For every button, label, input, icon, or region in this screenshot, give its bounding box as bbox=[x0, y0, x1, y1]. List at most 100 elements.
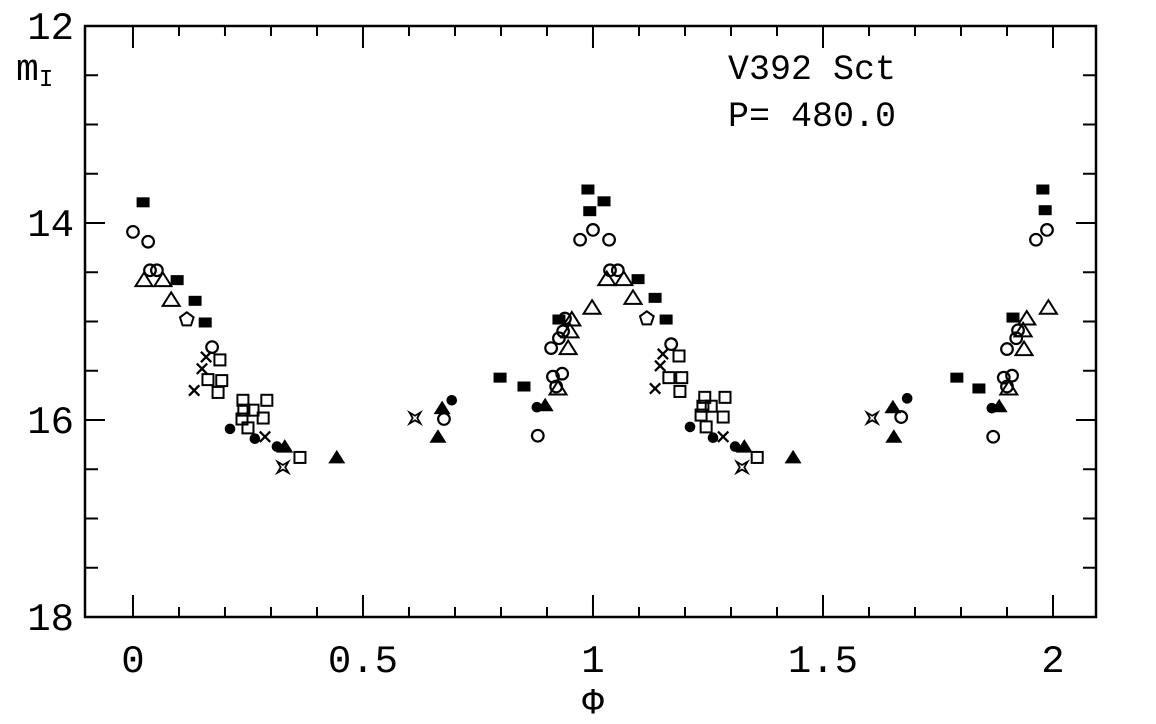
open-circle-marker bbox=[143, 263, 157, 278]
open-triangle-marker bbox=[1013, 339, 1035, 357]
open-square-marker bbox=[699, 420, 713, 434]
open-triangle-marker bbox=[160, 290, 182, 307]
open-square-marker bbox=[211, 385, 225, 399]
y-tick-label: 18 bbox=[27, 598, 74, 642]
open-triangle-marker bbox=[581, 298, 603, 315]
filled-circle-marker bbox=[446, 395, 458, 406]
cross-marker bbox=[258, 430, 272, 443]
filled-square-marker bbox=[597, 196, 611, 207]
cross-marker bbox=[717, 430, 730, 443]
open-square-marker bbox=[237, 403, 251, 417]
open-triangle-marker bbox=[557, 338, 579, 356]
four-point-star-marker bbox=[406, 410, 423, 427]
cross-marker bbox=[654, 359, 667, 372]
open-square-marker bbox=[293, 450, 307, 464]
open-square-marker bbox=[716, 410, 730, 424]
x-tick-label: 0 bbox=[121, 640, 144, 684]
filled-triangle-marker bbox=[429, 429, 447, 443]
y-axis-title: mI bbox=[16, 52, 53, 93]
open-triangle-marker bbox=[133, 270, 155, 288]
open-circle-marker bbox=[530, 428, 545, 443]
open-triangle-marker bbox=[152, 270, 174, 288]
filled-square-marker bbox=[581, 184, 595, 195]
filled-circle-marker bbox=[249, 433, 261, 445]
open-square-marker bbox=[215, 374, 229, 388]
filled-square-marker bbox=[583, 206, 597, 217]
open-square-marker bbox=[675, 371, 689, 385]
y-axis-title-sub: I bbox=[38, 67, 54, 94]
filled-circle-marker bbox=[901, 393, 913, 404]
open-pentagon-marker bbox=[178, 311, 195, 327]
open-triangle-marker bbox=[1012, 320, 1034, 338]
open-square-marker bbox=[246, 403, 260, 417]
open-circle-marker bbox=[205, 340, 219, 355]
filled-square-marker bbox=[659, 314, 673, 325]
open-triangle-marker bbox=[622, 288, 644, 305]
open-square-marker bbox=[662, 371, 676, 385]
open-circle-marker bbox=[126, 224, 140, 239]
x-tick-label: 1 bbox=[581, 640, 604, 684]
open-circle-marker bbox=[1029, 232, 1043, 247]
filled-square-marker bbox=[1038, 205, 1052, 216]
open-pentagon-marker bbox=[638, 310, 655, 326]
open-circle-marker bbox=[586, 222, 600, 237]
four-point-star-marker bbox=[734, 459, 751, 476]
open-circle-marker bbox=[1040, 222, 1054, 237]
filled-square-marker bbox=[517, 381, 531, 392]
open-triangle-marker bbox=[596, 269, 618, 287]
x-tick-label: 2 bbox=[1041, 640, 1064, 684]
filled-square-marker bbox=[1036, 184, 1050, 195]
open-square-marker bbox=[260, 393, 274, 407]
filled-triangle-marker bbox=[885, 429, 903, 443]
filled-square-marker bbox=[631, 274, 645, 285]
y-tick-label: 14 bbox=[27, 204, 74, 248]
x-tick-label: 1.5 bbox=[788, 640, 858, 684]
filled-square-marker bbox=[170, 275, 184, 286]
filled-square-marker bbox=[198, 317, 212, 328]
filled-square-marker bbox=[648, 292, 662, 303]
open-triangle-marker bbox=[559, 321, 581, 339]
filled-triangle-marker bbox=[884, 399, 902, 414]
open-circle-marker bbox=[149, 263, 164, 278]
open-circle-marker bbox=[602, 232, 616, 247]
x-tick-label: 0.5 bbox=[328, 640, 398, 684]
y-tick-label: 12 bbox=[27, 7, 74, 51]
open-triangle-marker bbox=[1016, 309, 1038, 326]
y-axis-title-main: m bbox=[16, 49, 39, 92]
open-square-marker bbox=[718, 390, 732, 404]
open-square-marker bbox=[696, 399, 710, 413]
open-triangle-marker bbox=[613, 269, 635, 287]
open-square-marker bbox=[672, 349, 686, 363]
filled-triangle-marker bbox=[784, 449, 802, 464]
four-point-star-marker bbox=[864, 410, 881, 427]
filled-circle-marker bbox=[729, 441, 741, 452]
open-square-marker bbox=[256, 411, 270, 425]
open-circle-marker bbox=[555, 366, 570, 381]
filled-square-marker bbox=[188, 295, 202, 306]
chart-title: V392 Sct bbox=[728, 50, 897, 90]
open-square-marker bbox=[750, 450, 764, 464]
open-circle-marker bbox=[573, 232, 588, 247]
filled-square-marker bbox=[972, 383, 986, 394]
open-circle-marker bbox=[664, 337, 679, 352]
open-square-marker bbox=[241, 421, 255, 435]
filled-triangle-marker bbox=[433, 400, 451, 415]
open-circle-marker bbox=[544, 341, 559, 355]
open-square-marker bbox=[704, 399, 718, 413]
filled-circle-marker bbox=[271, 441, 283, 452]
open-square-marker bbox=[236, 393, 250, 407]
y-tick-label: 16 bbox=[27, 401, 74, 445]
open-circle-marker bbox=[986, 429, 1001, 444]
filled-triangle-marker bbox=[328, 449, 346, 464]
open-triangle-marker bbox=[1038, 298, 1059, 315]
open-square-marker bbox=[673, 384, 687, 398]
filled-circle-marker bbox=[531, 401, 543, 413]
open-square-marker bbox=[213, 353, 227, 367]
x-axis-title: Φ bbox=[582, 683, 604, 724]
cross-marker bbox=[649, 382, 662, 395]
cross-marker bbox=[188, 384, 201, 397]
cross-marker bbox=[195, 362, 208, 375]
open-circle-marker bbox=[996, 370, 1011, 385]
plot-frame bbox=[83, 24, 1098, 619]
